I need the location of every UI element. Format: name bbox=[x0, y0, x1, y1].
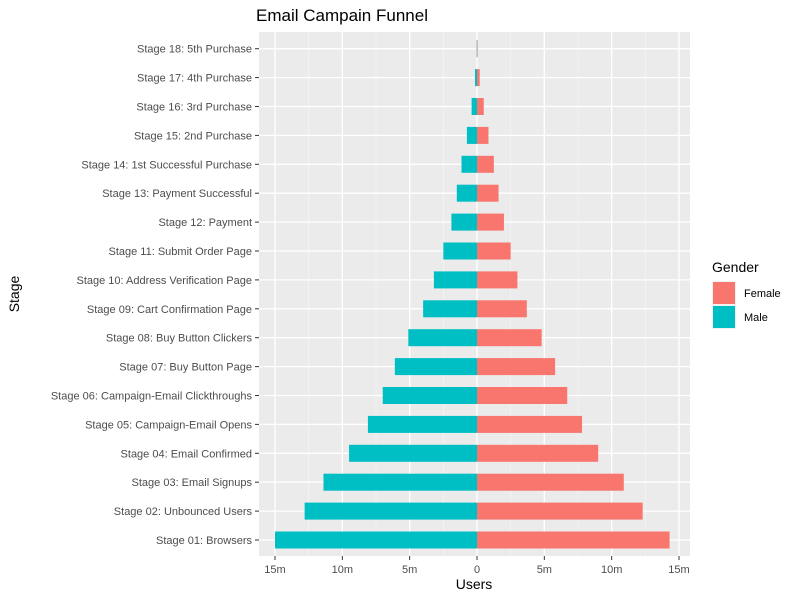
legend-label-male: Male bbox=[744, 312, 768, 324]
chart-title: Email Campain Funnel bbox=[256, 6, 428, 25]
bar-male bbox=[461, 155, 477, 173]
bar-male bbox=[382, 387, 477, 404]
legend-swatch-female bbox=[713, 282, 735, 304]
y-tick-label: Stage 15: 2nd Purchase bbox=[134, 130, 252, 142]
bar-male bbox=[456, 184, 477, 202]
bar-female bbox=[477, 415, 583, 433]
y-tick-label: Stage 05: Campaign-Email Opens bbox=[85, 419, 252, 431]
bar-female bbox=[477, 155, 494, 173]
y-tick-label: Stage 08: Buy Button Clickers bbox=[106, 333, 253, 345]
bar-female bbox=[477, 329, 542, 347]
bar-female bbox=[477, 271, 518, 289]
x-tick-label: 5m bbox=[537, 564, 552, 576]
bar-female bbox=[477, 40, 478, 58]
bar-male bbox=[323, 473, 477, 491]
bar-male bbox=[275, 531, 477, 549]
y-tick-label: Stage 18: 5th Purchase bbox=[137, 44, 252, 56]
bar-male bbox=[408, 329, 477, 347]
bar-female bbox=[477, 126, 489, 144]
y-tick-label: Stage 16: 3rd Purchase bbox=[136, 102, 252, 114]
legend: Gender Female Male bbox=[712, 259, 781, 329]
bar-female bbox=[477, 473, 624, 491]
bar-female bbox=[477, 213, 504, 231]
x-tick-label: 10m bbox=[332, 564, 353, 576]
bar-female bbox=[477, 387, 568, 404]
bar-male bbox=[471, 98, 477, 115]
legend-label-female: Female bbox=[744, 288, 781, 300]
x-tick-label: 15m bbox=[264, 564, 285, 576]
y-axis-title: Stage bbox=[6, 275, 22, 312]
bar-male bbox=[451, 213, 477, 231]
bar-female bbox=[477, 531, 670, 549]
y-tick-label: Stage 14: 1st Successful Purchase bbox=[81, 159, 252, 171]
bar-male bbox=[394, 358, 477, 376]
bar-female bbox=[477, 184, 499, 202]
plot-panel bbox=[259, 32, 690, 556]
bar-male bbox=[349, 444, 477, 462]
y-tick-label: Stage 06: Campaign-Email Clickthroughs bbox=[51, 391, 253, 403]
bar-male bbox=[433, 271, 477, 289]
y-tick-label: Stage 11: Submit Order Page bbox=[109, 246, 253, 258]
legend-title: Gender bbox=[712, 259, 759, 275]
y-tick-label: Stage 04: Email Confirmed bbox=[121, 448, 252, 460]
bar-female bbox=[477, 69, 480, 87]
bar-male bbox=[476, 40, 478, 58]
y-tick-label: Stage 03: Email Signups bbox=[132, 477, 253, 489]
y-tick-label: Stage 12: Payment bbox=[158, 217, 252, 229]
bar-male bbox=[466, 126, 477, 144]
bar-male bbox=[443, 242, 477, 260]
legend-swatch-male bbox=[713, 306, 735, 328]
bar-male bbox=[304, 502, 477, 520]
x-tick-label: 15m bbox=[668, 564, 689, 576]
y-tick-label: Stage 01: Browsers bbox=[156, 535, 252, 547]
x-tick-label: 5m bbox=[402, 564, 417, 576]
y-tick-label: Stage 13: Payment Successful bbox=[102, 188, 252, 200]
y-tick-label: Stage 09: Cart Confirmation Page bbox=[87, 304, 252, 316]
x-tick-label: 10m bbox=[601, 564, 622, 576]
bar-female bbox=[477, 444, 599, 462]
bar-female bbox=[477, 502, 643, 520]
y-tick-label: Stage 02: Unbounced Users bbox=[114, 506, 253, 518]
bar-male bbox=[423, 300, 477, 318]
y-axis-labels: Stage 01: Browsers Stage 02: Unbounced Us… bbox=[51, 44, 259, 547]
x-tick-label: 0 bbox=[474, 564, 480, 576]
y-tick-label: Stage 07: Buy Button Page bbox=[119, 362, 252, 374]
y-tick-label: Stage 17: 4th Purchase bbox=[137, 73, 252, 85]
bar-female bbox=[477, 358, 556, 376]
x-axis-ticks: 15m 10m 5m 0 5m 10m 15m bbox=[264, 556, 690, 576]
bar-male bbox=[367, 415, 477, 433]
bar-female bbox=[477, 242, 511, 260]
bar-female bbox=[477, 98, 484, 115]
bar-female bbox=[477, 300, 527, 318]
bars bbox=[275, 40, 670, 549]
x-axis-title: Users bbox=[456, 576, 493, 592]
bar-male bbox=[474, 69, 477, 87]
y-tick-label: Stage 10: Address Verification Page bbox=[76, 275, 252, 287]
